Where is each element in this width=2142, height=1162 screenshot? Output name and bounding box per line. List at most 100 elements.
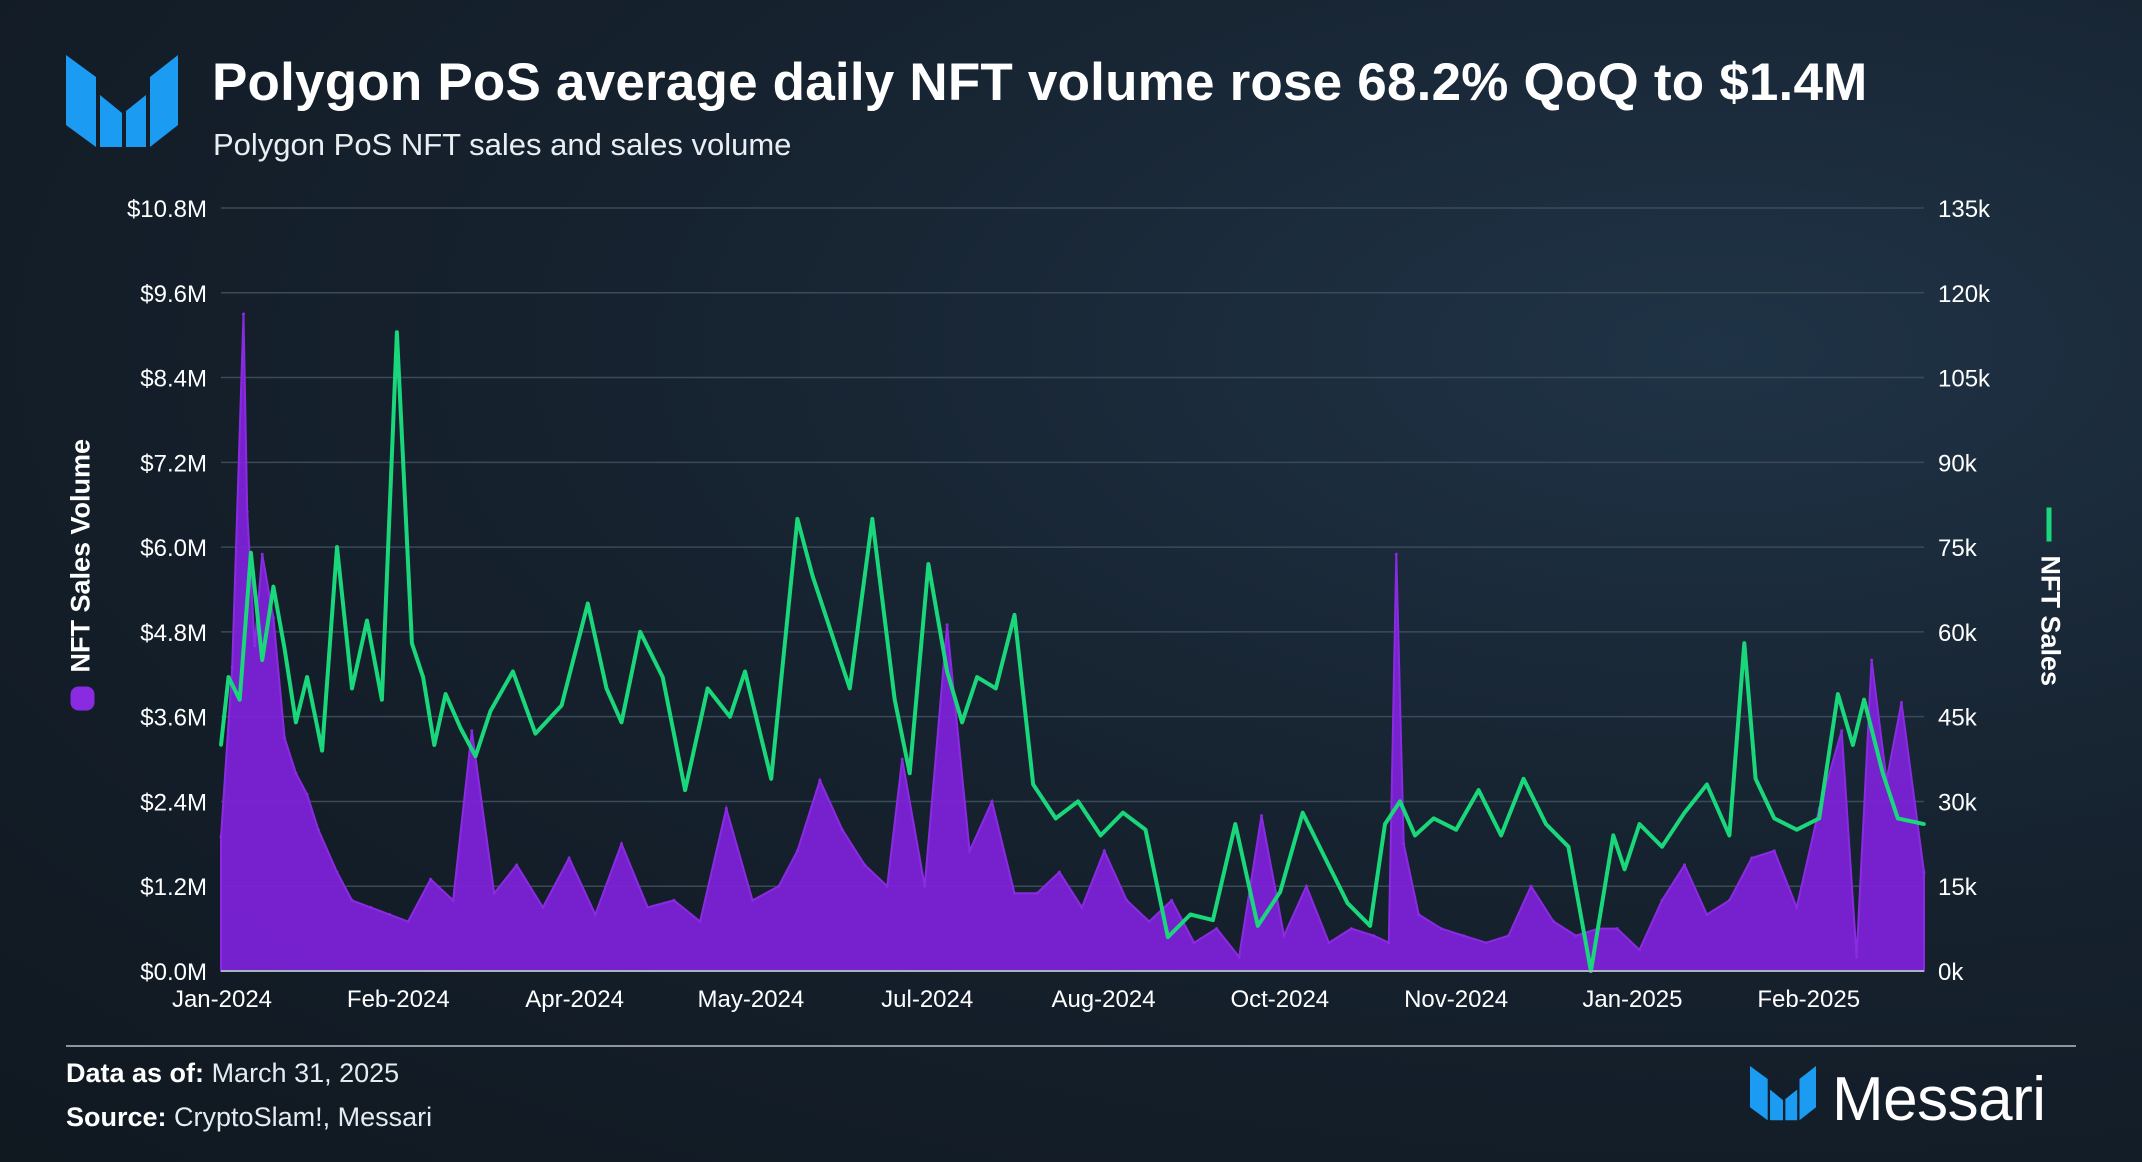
- sales-point: [219, 743, 223, 747]
- volume-point: [1552, 920, 1555, 923]
- right-tick-label: 75k: [1938, 535, 1978, 562]
- volume-point: [1080, 905, 1084, 909]
- volume-point: [515, 863, 519, 867]
- sales-point: [237, 697, 242, 702]
- volume-point: [1215, 927, 1219, 931]
- right-tick-label: 120k: [1938, 281, 1991, 308]
- volume-point: [968, 849, 972, 853]
- volume-point: [1439, 927, 1443, 931]
- volume-point: [1387, 941, 1391, 945]
- sales-point: [1233, 822, 1238, 826]
- sales-point: [365, 618, 369, 623]
- volume-point: [1795, 905, 1799, 909]
- sales-point: [1413, 833, 1417, 838]
- volume-point: [840, 828, 844, 832]
- sales-point: [660, 675, 665, 679]
- left-tick-label: $7.2M: [140, 450, 207, 477]
- volume-point: [335, 870, 339, 874]
- left-tick-label: $9.6M: [140, 281, 207, 308]
- volume-point: [900, 757, 904, 761]
- sales-point: [380, 697, 384, 702]
- volume-point: [1327, 941, 1331, 945]
- left-axis-title: NFT Sales Volume: [66, 439, 97, 711]
- sales-point: [1345, 901, 1350, 905]
- volume-point: [260, 552, 264, 556]
- volume-point: [369, 905, 373, 909]
- volume-point: [1417, 913, 1421, 916]
- sales-point: [410, 641, 414, 645]
- volume-point: [541, 905, 545, 909]
- messari-logo-icon: [66, 55, 178, 147]
- volume-point: [818, 778, 822, 782]
- sales-point: [1121, 810, 1125, 815]
- sales-point: [1368, 924, 1372, 928]
- sales-point: [743, 669, 747, 674]
- sales-point: [1817, 816, 1821, 821]
- volume-point: [271, 616, 275, 620]
- x-tick-label: Oct-2024: [1230, 986, 1329, 1013]
- right-tick-label: 60k: [1938, 620, 1978, 647]
- sales-point: [350, 686, 354, 691]
- sales-point: [638, 630, 642, 634]
- volume-point: [698, 920, 702, 923]
- x-axis-ticks: Jan-2024 Feb-2024 Apr-2024 May-2024 Jul-2024…: [172, 986, 1860, 1013]
- volume-point: [387, 913, 391, 916]
- sales-point: [604, 686, 609, 691]
- right-tick-label: 135k: [1938, 196, 1991, 223]
- sales-point: [870, 517, 875, 521]
- sales-point: [1794, 827, 1799, 832]
- sales-point: [473, 754, 478, 758]
- left-tick-label: $3.6M: [140, 705, 207, 732]
- sales-point: [810, 573, 815, 578]
- sales-point: [305, 675, 309, 679]
- volume-point: [1922, 870, 1926, 874]
- sales-point: [1742, 641, 1747, 645]
- volume-point: [885, 884, 889, 888]
- sales-point: [1211, 918, 1215, 922]
- volume-point: [350, 898, 354, 902]
- sales-point: [728, 714, 732, 719]
- volume-point: [923, 884, 927, 888]
- volume-point: [1574, 934, 1578, 938]
- chart-title: Polygon PoS average daily NFT volume ros…: [212, 53, 1868, 112]
- sales-point: [488, 709, 493, 713]
- volume-point: [1402, 842, 1406, 846]
- sales-point: [1611, 833, 1616, 838]
- volume-area-layer: [219, 312, 1926, 972]
- sales-point: [705, 686, 710, 691]
- sales-point: [619, 720, 624, 725]
- sales-point: [1660, 844, 1664, 849]
- right-axis-title: NFT Sales: [2035, 507, 2066, 688]
- volume-point: [1013, 891, 1016, 895]
- volume-point: [1394, 552, 1398, 556]
- sales-point: [1622, 867, 1627, 872]
- sales-point: [1323, 856, 1327, 860]
- sales-point: [1431, 816, 1436, 821]
- sales-point: [1851, 743, 1855, 747]
- sales-point: [1499, 833, 1503, 838]
- sales-point: [960, 720, 964, 725]
- x-tick-label: Jan-2024: [172, 986, 272, 1013]
- volume-point: [1660, 898, 1664, 902]
- sales-point: [1727, 833, 1732, 838]
- volume-point: [1170, 898, 1174, 902]
- volume-point: [777, 884, 781, 888]
- left-axis-ticks: $0.0M $1.2M $2.4M $3.6M $4.8M $6.0M $7.2M $8.4M…: [127, 196, 207, 986]
- x-tick-label: Jan-2025: [1582, 986, 1682, 1013]
- sales-point: [395, 330, 399, 335]
- sales-point: [1053, 816, 1058, 821]
- sales-point: [226, 675, 231, 679]
- sales-point: [294, 720, 298, 725]
- legend-sales-swatch: [2046, 507, 2052, 542]
- volume-point: [945, 623, 949, 627]
- volume-point: [1462, 934, 1466, 938]
- volume-point: [1615, 927, 1619, 931]
- sales-point: [1143, 827, 1148, 832]
- volume-point: [1147, 920, 1151, 923]
- volume-point: [230, 665, 234, 669]
- sales-point: [1454, 827, 1458, 832]
- volume-point: [1304, 884, 1308, 888]
- sales-point: [1188, 912, 1193, 917]
- volume-point: [1705, 913, 1709, 916]
- volume-point: [1683, 863, 1686, 867]
